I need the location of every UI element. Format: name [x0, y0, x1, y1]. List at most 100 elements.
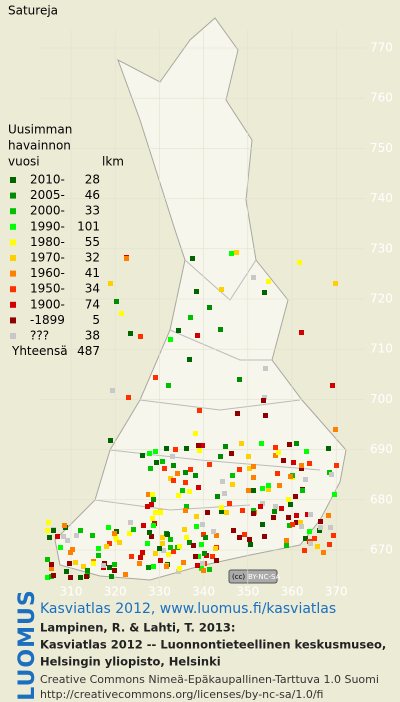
- record-square: [190, 256, 195, 261]
- record-square: [251, 275, 256, 280]
- legend-swatch: [10, 333, 16, 339]
- legend-count: 101: [77, 219, 100, 233]
- logo: LUOMUS: [15, 589, 40, 700]
- record-square: [104, 544, 109, 549]
- record-square: [248, 542, 253, 547]
- record-square: [45, 575, 50, 580]
- record-square: [276, 450, 281, 455]
- record-square: [187, 357, 192, 362]
- northing-label: 750: [370, 141, 393, 155]
- record-square: [153, 551, 158, 556]
- record-square: [229, 451, 234, 456]
- record-square: [78, 575, 83, 580]
- record-square: [315, 544, 320, 549]
- record-square: [187, 540, 192, 545]
- record-square: [70, 547, 75, 552]
- record-square: [200, 561, 205, 566]
- record-square: [108, 438, 113, 443]
- record-square: [162, 466, 167, 471]
- record-square: [251, 511, 256, 516]
- record-square: [96, 546, 101, 551]
- record-square: [85, 568, 90, 573]
- record-square: [84, 574, 89, 579]
- legend-count: 38: [85, 329, 100, 343]
- record-square: [137, 561, 142, 566]
- record-square: [194, 514, 199, 519]
- region-borders: [94, 259, 321, 511]
- legend-swatch: [10, 192, 16, 199]
- record-square: [187, 489, 192, 494]
- record-square: [328, 525, 333, 530]
- record-square: [107, 541, 112, 546]
- record-square: [150, 492, 155, 497]
- record-square: [160, 459, 165, 464]
- record-square: [326, 446, 331, 451]
- record-square: [262, 534, 267, 539]
- record-square: [271, 515, 276, 520]
- record-square: [140, 550, 145, 555]
- record-square: [46, 520, 51, 525]
- record-square: [170, 454, 175, 459]
- record-square: [148, 466, 153, 471]
- record-square: [284, 543, 289, 548]
- record-square: [182, 527, 187, 532]
- record-square: [247, 537, 252, 542]
- record-square: [109, 574, 114, 579]
- record-square: [294, 441, 299, 446]
- record-square: [321, 550, 326, 555]
- record-square: [90, 533, 95, 538]
- record-square: [251, 508, 256, 513]
- record-square: [275, 471, 280, 476]
- record-square: [151, 564, 156, 569]
- easting-label: 320: [104, 585, 127, 599]
- record-square: [128, 520, 133, 525]
- legend-label: -1899: [30, 313, 65, 327]
- record-square: [288, 474, 293, 479]
- record-square: [176, 569, 181, 574]
- record-square: [49, 562, 54, 567]
- record-square: [214, 533, 219, 538]
- record-square: [200, 443, 205, 448]
- record-square: [258, 504, 263, 509]
- record-square: [200, 522, 205, 527]
- record-square: [195, 563, 200, 568]
- record-square: [164, 446, 169, 451]
- record-square: [131, 527, 136, 532]
- record-square: [246, 488, 251, 493]
- record-square: [220, 479, 225, 484]
- record-square: [207, 462, 212, 467]
- record-square: [300, 488, 305, 493]
- record-square: [196, 443, 201, 448]
- legend-heading: vuosi: [8, 155, 40, 169]
- record-square: [183, 470, 188, 475]
- record-square: [262, 290, 267, 295]
- record-square: [171, 463, 176, 468]
- record-square: [114, 299, 119, 304]
- record-square: [302, 548, 307, 553]
- license-url[interactable]: http://creativecommons.org/licenses/by-n…: [40, 688, 323, 701]
- record-square: [196, 554, 201, 559]
- footer-link[interactable]: Kasviatlas 2012, www.luomus.fi/kasviatla…: [40, 601, 336, 617]
- record-square: [61, 534, 66, 539]
- record-square: [333, 281, 338, 286]
- record-square: [62, 523, 67, 528]
- legend-label: 1960-: [30, 266, 65, 280]
- record-square: [266, 483, 271, 488]
- record-square: [45, 557, 50, 562]
- record-square: [317, 528, 322, 533]
- record-square: [303, 536, 308, 541]
- record-square: [154, 460, 159, 465]
- cc-mark: (cc): [232, 573, 245, 581]
- record-square: [231, 528, 236, 533]
- record-square: [218, 327, 223, 332]
- record-square: [307, 529, 312, 534]
- record-square: [188, 315, 193, 320]
- easting-label: 350: [236, 585, 259, 599]
- record-square: [219, 505, 224, 510]
- record-square: [138, 334, 143, 339]
- record-square: [96, 553, 101, 558]
- record-square: [171, 549, 176, 554]
- record-square: [123, 572, 128, 577]
- record-square: [107, 565, 112, 570]
